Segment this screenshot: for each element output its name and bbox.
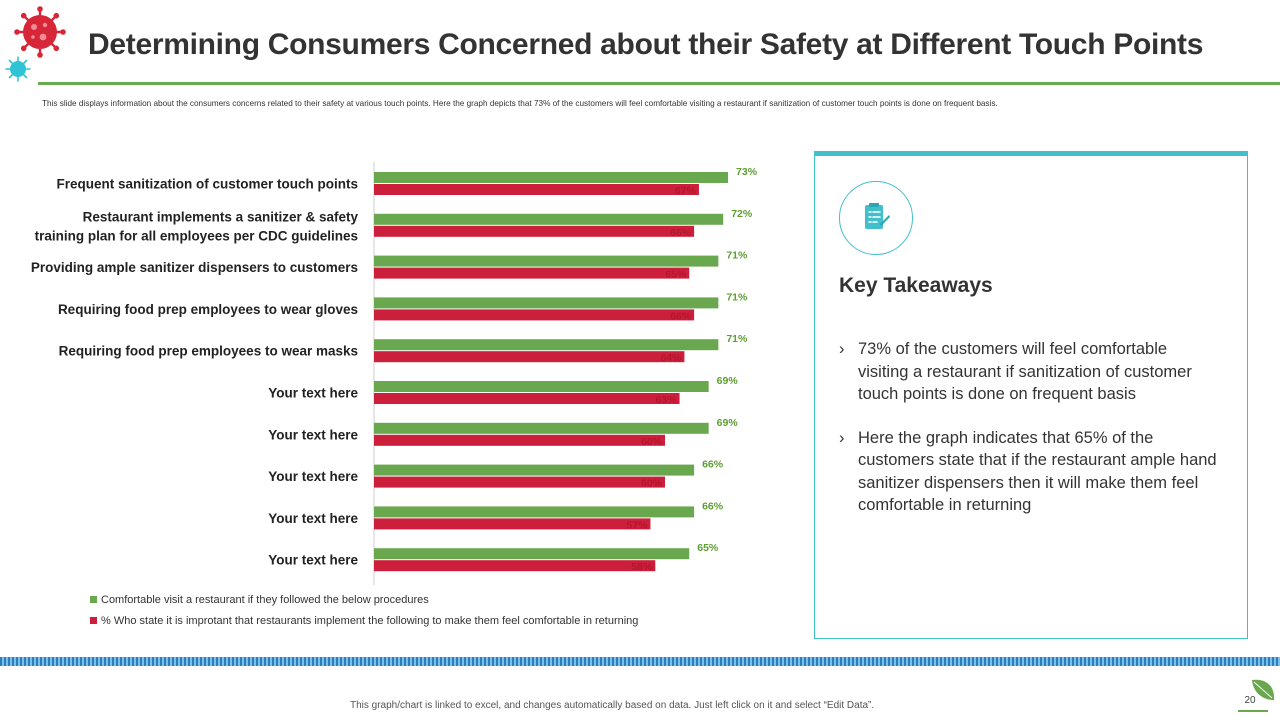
legend-item-series-2: % Who state it is improtant that restaur… [90,610,638,631]
virus-icon [14,6,66,58]
virus-small-icon [5,56,31,82]
data-label-series-2: 66% [670,310,692,322]
key-takeaways-heading: Key Takeaways [839,274,993,297]
data-label-series-2: 57% [626,519,648,531]
data-label-series-1: 73% [736,166,758,178]
bar-series-2 [374,225,695,237]
takeaway-text: Here the graph indicates that 65% of the… [858,428,1217,515]
title-divider [38,82,1280,85]
bar-series-1 [374,172,729,183]
slide-description: This slide displays information about th… [42,99,998,108]
category-label: Providing ample sanitizer dispensers to … [31,260,358,275]
legend-label-series-2: % Who state it is improtant that restaur… [101,614,639,627]
bar-series-2 [374,518,651,530]
data-label-series-2: 67% [675,185,697,197]
bar-series-1 [374,297,719,309]
page-title: Determining Consumers Concerned about th… [88,28,1204,61]
bar-series-1 [374,422,709,434]
legend-swatch-series-1 [90,596,97,603]
bar-series-1 [374,381,709,392]
data-label-series-2: 66% [670,227,692,239]
chevron-right-icon: › [839,428,845,447]
bar-series-1 [374,213,724,225]
data-label-series-1: 69% [717,417,739,429]
category-label: Your text here [268,427,358,442]
category-label: Your text here [268,511,358,526]
data-label-series-1: 71% [726,291,748,303]
bar-series-2 [374,434,665,446]
page-number-underline [1238,710,1268,712]
category-label: Your text here [268,469,358,484]
bar-series-2 [374,309,695,321]
bar-series-1 [374,506,695,518]
category-label-line: Frequent sanitization of customer touch … [56,177,358,192]
category-label-line: training plan for all employees per CDC … [35,228,358,243]
data-label-series-1: 69% [717,375,739,387]
category-label-line: Your text here [268,427,358,442]
takeaway-item: › 73% of the customers will feel comfort… [839,338,1219,406]
checklist-icon [839,181,913,255]
bar-series-2 [374,393,680,404]
bar-chart[interactable]: Frequent sanitization of customer touch … [0,150,780,585]
data-label-series-2: 60% [641,436,663,448]
bar-series-2 [374,267,690,279]
legend-label-series-1: Comfortable visit a restaurant if they f… [101,593,429,606]
data-label-series-2: 65% [665,269,687,281]
legend-swatch-series-2 [90,617,97,624]
takeaway-text: 73% of the customers will feel comfortab… [858,340,1192,403]
legend-item-series-1: Comfortable visit a restaurant if they f… [90,589,638,610]
category-label-line: Your text here [268,553,358,568]
category-label: Requiring food prep employees to wear gl… [58,302,358,317]
category-label: Restaurant implements a sanitizer & safe… [35,209,359,243]
data-label-series-2: 63% [656,394,678,406]
page-number: 20 [1244,695,1256,706]
leaf-icon [1252,679,1275,700]
data-label-series-2: 60% [641,478,663,490]
category-label: Your text here [268,553,358,568]
category-label-line: Your text here [268,511,358,526]
footer-note: This graph/chart is linked to excel, and… [350,700,875,711]
data-label-series-1: 71% [726,333,748,345]
bar-series-1 [374,255,719,267]
data-label-series-2: 64% [660,352,682,364]
key-takeaways-panel: Key Takeaways › 73% of the customers wil… [814,151,1248,639]
data-label-series-1: 72% [731,208,753,220]
category-label: Requiring food prep employees to wear ma… [59,344,358,359]
category-label: Your text here [268,386,358,401]
bar-series-1 [374,548,690,560]
category-label-line: Providing ample sanitizer dispensers to … [31,260,358,275]
chevron-right-icon: › [839,340,845,358]
category-label-line: Requiring food prep employees to wear ma… [59,344,358,359]
category-label-line: Restaurant implements a sanitizer & safe… [83,209,359,224]
data-label-series-1: 66% [702,500,724,512]
data-label-series-1: 65% [697,542,719,554]
category-label: Frequent sanitization of customer touch … [56,177,358,192]
footer-stripe [0,657,1280,666]
takeaways-list: › 73% of the customers will feel comfort… [839,338,1219,538]
bar-series-1 [374,339,719,351]
category-label-line: Your text here [268,469,358,484]
bar-series-2 [374,184,699,195]
data-label-series-1: 71% [726,250,748,262]
category-label-line: Requiring food prep employees to wear gl… [58,302,358,317]
bar-series-2 [374,560,656,572]
bar-series-1 [374,464,695,476]
category-label-line: Your text here [268,386,358,401]
takeaway-item: › Here the graph indicates that 65% of t… [839,427,1219,517]
bar-series-2 [374,476,665,488]
chart-legend: Comfortable visit a restaurant if they f… [90,589,638,631]
data-label-series-1: 66% [702,459,724,471]
data-label-series-2: 58% [631,561,653,573]
bar-series-2 [374,351,685,363]
